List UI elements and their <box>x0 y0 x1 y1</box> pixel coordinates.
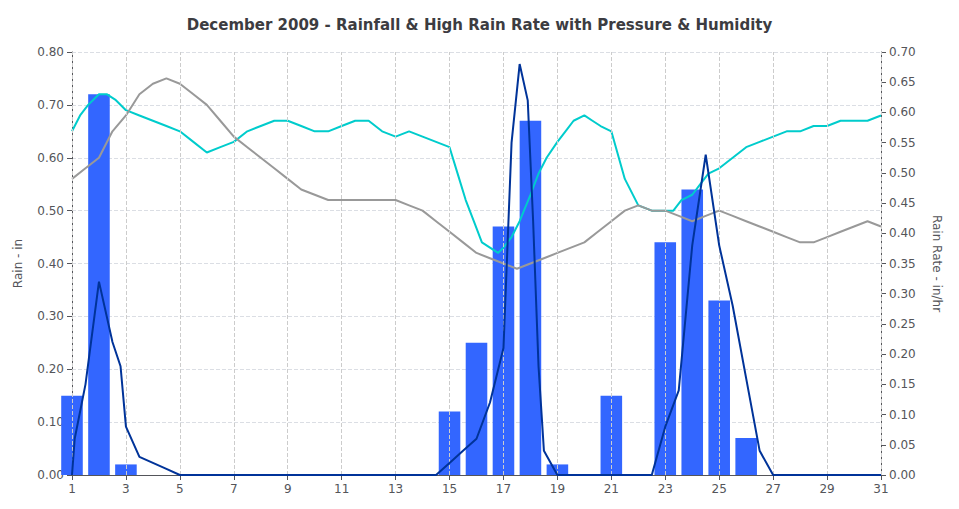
svg-text:0.40: 0.40 <box>37 257 64 271</box>
svg-text:Rain - in: Rain - in <box>11 239 25 288</box>
svg-text:31: 31 <box>873 482 888 496</box>
svg-text:1: 1 <box>68 482 76 496</box>
svg-text:0.60: 0.60 <box>889 105 916 119</box>
svg-text:11: 11 <box>334 482 349 496</box>
svg-text:9: 9 <box>284 482 292 496</box>
svg-text:0.70: 0.70 <box>889 45 916 59</box>
svg-text:0.60: 0.60 <box>37 151 64 165</box>
svg-text:5: 5 <box>176 482 184 496</box>
svg-text:0.10: 0.10 <box>889 408 916 422</box>
svg-text:0.45: 0.45 <box>889 196 916 210</box>
svg-text:0.35: 0.35 <box>889 257 916 271</box>
svg-text:0.30: 0.30 <box>889 287 916 301</box>
svg-text:15: 15 <box>442 482 457 496</box>
svg-text:0.20: 0.20 <box>889 347 916 361</box>
svg-text:Rain Rate - in/hr: Rain Rate - in/hr <box>930 215 944 312</box>
svg-text:27: 27 <box>765 482 780 496</box>
svg-text:0.80: 0.80 <box>37 45 64 59</box>
svg-text:13: 13 <box>388 482 403 496</box>
svg-text:0.25: 0.25 <box>889 317 916 331</box>
svg-text:0.70: 0.70 <box>37 98 64 112</box>
svg-text:0.15: 0.15 <box>889 377 916 391</box>
svg-text:0.00: 0.00 <box>37 468 64 482</box>
svg-text:29: 29 <box>819 482 834 496</box>
svg-text:25: 25 <box>712 482 727 496</box>
svg-text:7: 7 <box>230 482 238 496</box>
svg-text:0.40: 0.40 <box>889 226 916 240</box>
svg-text:0.00: 0.00 <box>889 468 916 482</box>
svg-text:3: 3 <box>122 482 130 496</box>
svg-text:December 2009 - Rainfall & Hig: December 2009 - Rainfall & High Rain Rat… <box>187 16 773 34</box>
svg-text:19: 19 <box>550 482 565 496</box>
svg-text:23: 23 <box>658 482 673 496</box>
svg-text:0.20: 0.20 <box>37 362 64 376</box>
svg-text:0.30: 0.30 <box>37 309 64 323</box>
svg-text:0.50: 0.50 <box>37 204 64 218</box>
svg-text:0.10: 0.10 <box>37 415 64 429</box>
svg-text:0.65: 0.65 <box>889 75 916 89</box>
svg-text:21: 21 <box>604 482 619 496</box>
svg-text:17: 17 <box>496 482 511 496</box>
svg-text:0.05: 0.05 <box>889 438 916 452</box>
svg-text:0.55: 0.55 <box>889 136 916 150</box>
svg-text:0.50: 0.50 <box>889 166 916 180</box>
